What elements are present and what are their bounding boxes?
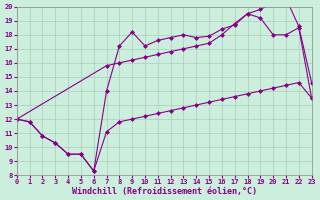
X-axis label: Windchill (Refroidissement éolien,°C): Windchill (Refroidissement éolien,°C) [72,187,257,196]
